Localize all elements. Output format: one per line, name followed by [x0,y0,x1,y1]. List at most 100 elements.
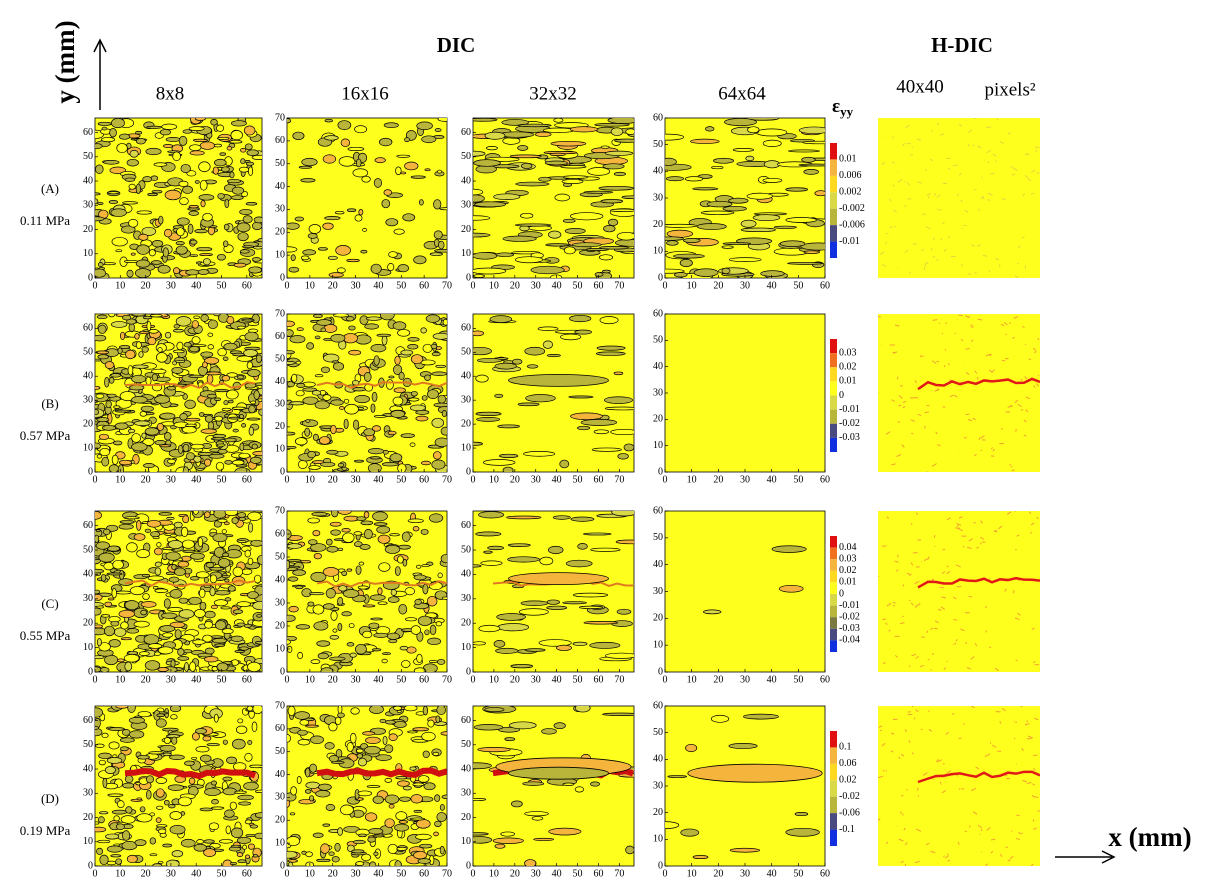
texture [930,627,934,631]
contour-blob [798,163,825,167]
texture [902,401,907,403]
contour-blob [432,332,447,340]
y-tick-label: 0 [658,272,663,283]
x-tick-label: 60 [820,474,830,485]
texture [935,758,939,763]
contour-blob [176,341,184,351]
contour-blob [131,396,148,404]
contour-blob [400,349,414,356]
contour-blob [137,711,152,718]
contour-blob [102,777,108,789]
texture [942,182,948,185]
texture [990,850,994,854]
texture [925,842,930,846]
contour-blob [484,131,506,140]
contour-blob [95,534,100,543]
texture [886,602,892,607]
contour-blob [572,641,588,646]
contour-blob [146,125,163,129]
contour-blob [595,351,626,356]
contour-blob [546,353,561,358]
x-tick-label: 60 [242,674,252,685]
contour-blob [173,521,183,529]
contour-blob [599,246,630,250]
contour-blob [407,730,418,734]
contour-blob [382,449,389,455]
contour-blob [167,458,176,464]
contour-blob [106,572,123,576]
contour-blob [337,547,344,552]
x-tick-label: 20 [328,868,338,879]
texture [1023,434,1027,437]
contour-blob [706,200,733,208]
x-tick-label: 0 [663,674,668,685]
contour-blob [473,274,485,278]
contour-blob [95,268,107,278]
contour-blob [304,789,312,794]
contour-blob [104,361,115,369]
contour-blob [126,542,138,553]
contour-blob [152,863,163,866]
y-tick-label: 60 [461,715,471,726]
contour-blob [158,646,174,655]
colorbar-label: -0.002 [839,203,865,214]
contour-blob [350,707,360,715]
contour-blob [246,706,254,712]
contour-blob [115,858,123,865]
colorbar-segment [830,367,837,382]
contour-blob [214,584,220,590]
texture [954,332,957,335]
contour-blob [420,460,432,466]
contour-blob [364,323,380,330]
contour-blob [95,409,100,416]
contour-blob [133,620,150,628]
texture [1001,198,1006,201]
strain-zone [687,763,823,783]
contour-blob [297,459,308,469]
texture [1016,534,1020,537]
contour-blob [473,159,501,167]
texture [961,788,965,790]
contour-blob [119,520,135,524]
contour-blob [577,543,588,550]
contour-blob [666,229,693,238]
colorbar-label: -0.02 [839,418,860,429]
contour-blob [357,585,369,590]
contour-blob [298,165,313,169]
contour-blob [550,140,587,147]
contour-blob [413,574,427,581]
contour-blob [404,161,419,171]
contour-blob [251,154,262,160]
contour-blob [325,588,336,599]
texture [1037,337,1040,341]
row-label: (C) [41,596,58,611]
contour-blob [185,452,196,461]
contour-blob [232,428,239,433]
contour-blob [253,216,262,224]
contour-blob [142,573,151,578]
column-label: 8x8 [156,83,185,104]
texture [1003,321,1008,326]
y-tick-label: 20 [653,414,663,425]
contour-blob [95,602,104,607]
contour-blob [370,263,382,274]
texture [892,136,894,139]
contour-blob [209,574,218,584]
texture [1012,590,1015,594]
contour-blob [248,426,254,436]
y-arrow-head [93,38,107,53]
contour-blob [352,387,366,392]
texture [952,596,957,600]
contour-blob [665,133,685,141]
contour-blob [204,458,212,467]
texture [912,243,917,245]
x-tick-label: 20 [510,474,520,485]
contour-blob [194,228,208,234]
contour-blob [214,397,222,401]
contour-blob [572,592,609,598]
contour-blob [343,418,349,430]
contour-blob [372,425,381,432]
contour-blob [312,530,321,537]
contour-blob [690,138,720,144]
contour-blob [399,796,411,802]
